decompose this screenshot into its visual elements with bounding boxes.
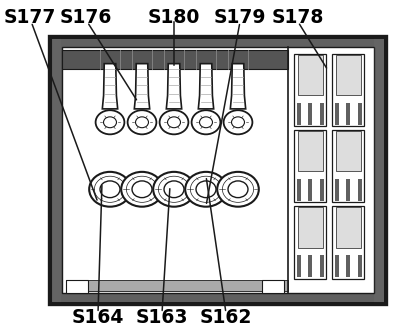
Bar (332, 206, 364, 279)
Circle shape (121, 172, 163, 207)
Bar (358, 255, 362, 277)
Circle shape (104, 117, 116, 128)
Polygon shape (198, 64, 214, 109)
Bar (358, 179, 362, 201)
Bar (62, 50, 288, 69)
Text: S164: S164 (72, 308, 124, 327)
Bar (52, 39, 384, 47)
Circle shape (168, 117, 180, 128)
Bar (320, 255, 324, 277)
Bar (320, 179, 324, 201)
Bar (52, 293, 384, 302)
Bar (332, 130, 364, 202)
Bar (297, 179, 301, 201)
Circle shape (128, 110, 156, 134)
Bar (335, 103, 339, 125)
Circle shape (228, 181, 248, 198)
Bar (294, 54, 326, 126)
Bar (374, 39, 384, 302)
Circle shape (224, 110, 252, 134)
Text: S176: S176 (60, 8, 112, 27)
Polygon shape (230, 64, 246, 109)
Bar (320, 103, 324, 125)
Bar (66, 280, 88, 293)
Text: S162: S162 (200, 308, 252, 327)
Circle shape (153, 172, 195, 207)
Circle shape (132, 181, 152, 198)
Bar (335, 255, 339, 277)
Circle shape (96, 110, 124, 134)
Bar (297, 255, 301, 277)
Bar (336, 131, 360, 172)
Bar (335, 179, 339, 201)
Bar (336, 55, 360, 95)
Bar (294, 206, 326, 279)
Circle shape (100, 181, 120, 198)
Bar (332, 54, 364, 126)
Bar (62, 47, 374, 293)
Text: S177: S177 (4, 8, 56, 27)
Polygon shape (134, 64, 150, 109)
Bar (52, 39, 62, 302)
Bar (62, 47, 374, 293)
Circle shape (217, 172, 259, 207)
Circle shape (196, 181, 216, 198)
Bar (346, 179, 350, 201)
Bar (308, 179, 312, 201)
Circle shape (136, 117, 148, 128)
Bar (358, 103, 362, 125)
Bar (298, 131, 322, 172)
Bar (294, 130, 326, 202)
Circle shape (192, 110, 220, 134)
Bar (346, 103, 350, 125)
Bar (297, 103, 301, 125)
Bar (262, 280, 284, 293)
Text: S180: S180 (148, 8, 200, 27)
Bar (308, 103, 312, 125)
Circle shape (160, 110, 188, 134)
Polygon shape (102, 64, 118, 109)
Circle shape (232, 117, 244, 128)
Bar (66, 280, 288, 291)
Polygon shape (166, 64, 182, 109)
Text: S178: S178 (272, 8, 324, 27)
Circle shape (89, 172, 131, 207)
Circle shape (185, 172, 227, 207)
Bar (298, 207, 322, 248)
Text: S163: S163 (136, 308, 188, 327)
Circle shape (164, 181, 184, 198)
Text: S179: S179 (214, 8, 266, 27)
Circle shape (200, 117, 212, 128)
Bar (346, 255, 350, 277)
Bar (308, 255, 312, 277)
Bar (336, 207, 360, 248)
Bar (298, 55, 322, 95)
